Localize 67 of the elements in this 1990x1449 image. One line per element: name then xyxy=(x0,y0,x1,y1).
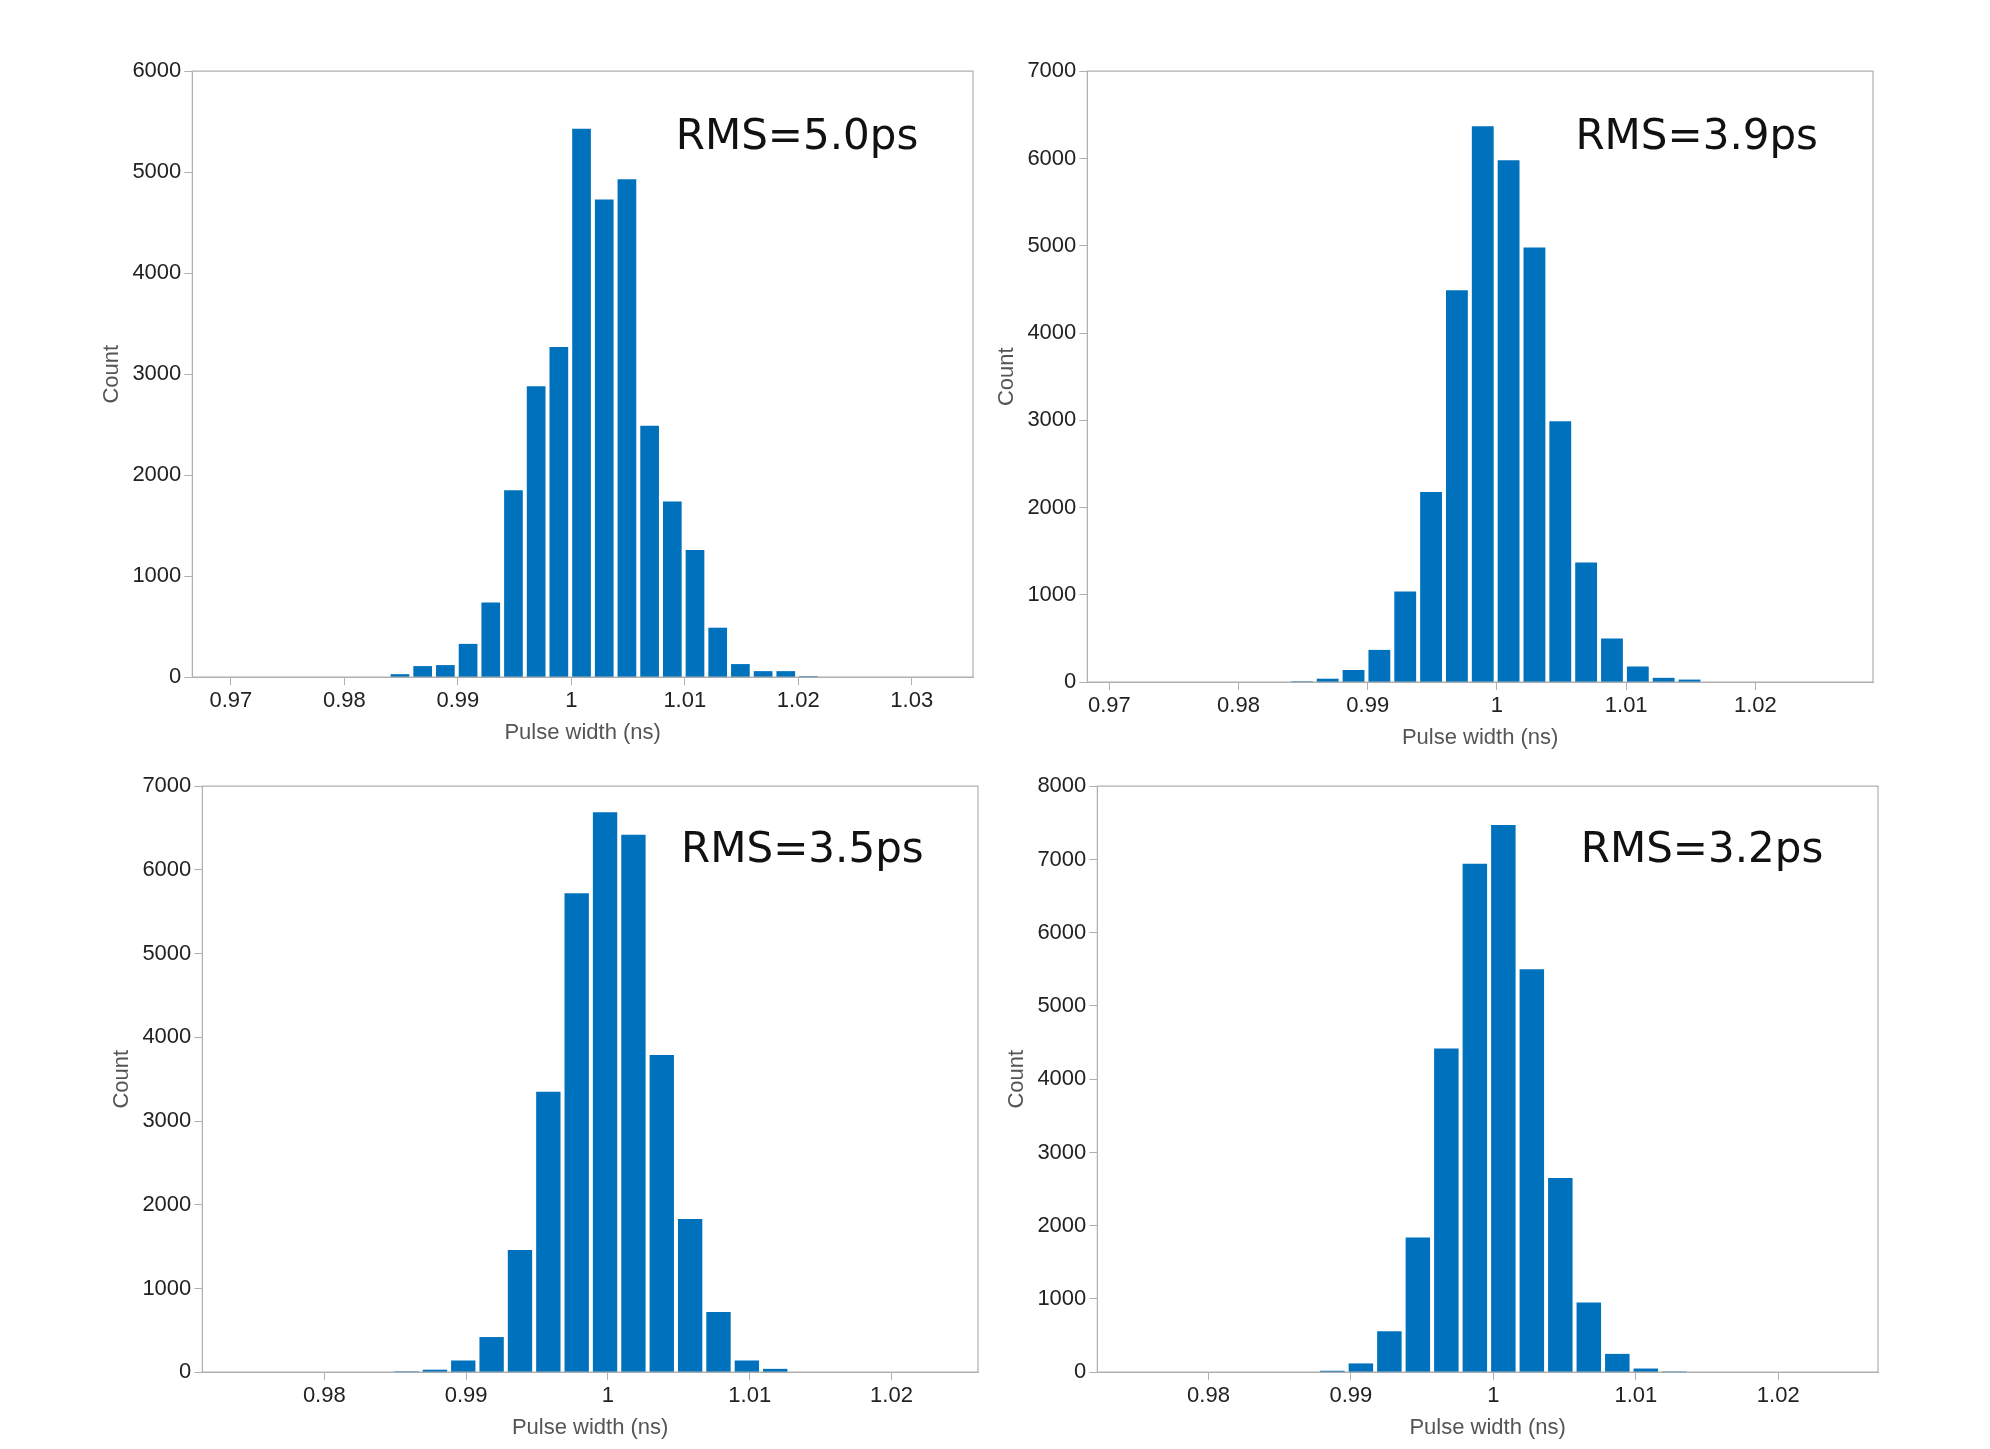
y-tick-label: 1000 xyxy=(132,562,182,588)
x-tick-label: 1 xyxy=(1487,1382,1500,1408)
y-tick-label: 0 xyxy=(1064,668,1077,694)
annotation: RMS=3.2ps xyxy=(1580,822,1824,872)
y-tick-label: 6000 xyxy=(1027,144,1077,170)
y-tick-label: 2000 xyxy=(1037,1211,1087,1237)
x-tick-label: 1.02 xyxy=(870,1382,913,1408)
y-tick-label: 1000 xyxy=(1037,1285,1087,1311)
x-tick-label: 0.99 xyxy=(1346,692,1390,718)
y-axis-title: Count xyxy=(108,1049,134,1109)
x-tick-label: 1.02 xyxy=(1734,692,1777,718)
x-tick-label: 1.01 xyxy=(1604,692,1648,718)
y-tick-label: 8000 xyxy=(1037,772,1087,798)
y-tick-label: 7000 xyxy=(1037,845,1087,871)
x-tick-label: 0.98 xyxy=(322,687,366,713)
y-tick-label: 4000 xyxy=(1027,319,1077,345)
x-tick-label: 1.01 xyxy=(1614,1382,1658,1408)
y-tick-label: 2000 xyxy=(1027,493,1077,519)
y-tick-label: 3000 xyxy=(1037,1138,1087,1164)
y-tick-label: 4000 xyxy=(142,1023,192,1049)
y-tick-label: 5000 xyxy=(1037,992,1087,1018)
x-tick-label: 0.98 xyxy=(1187,1382,1230,1408)
x-tick-label: 1.02 xyxy=(1756,1382,1800,1408)
x-tick-label: 0.99 xyxy=(1329,1382,1373,1408)
x-axis-title: Pulse width (ns) xyxy=(511,1413,669,1439)
annotation: RMS=3.5ps xyxy=(681,822,924,872)
x-tick-label: 0.99 xyxy=(436,687,480,713)
y-tick-label: 7000 xyxy=(1027,57,1077,83)
y-axis-title: Count xyxy=(993,347,1019,407)
y-tick-label: 0 xyxy=(169,663,182,689)
x-tick-label: 1 xyxy=(565,687,578,713)
y-axis-title: Count xyxy=(1003,1049,1029,1109)
y-tick-label: 5000 xyxy=(1027,231,1077,257)
y-tick-label: 4000 xyxy=(132,259,182,285)
annotation: RMS=3.9ps xyxy=(1575,110,1818,160)
x-tick-label: 0.99 xyxy=(444,1382,488,1408)
x-tick-label: 1 xyxy=(1490,692,1504,718)
x-tick-label: 0.97 xyxy=(209,687,253,713)
y-tick-label: 5000 xyxy=(132,158,182,184)
x-tick-label: 1.01 xyxy=(728,1382,772,1408)
y-tick-label: 6000 xyxy=(1037,918,1087,944)
y-tick-label: 0 xyxy=(179,1358,192,1384)
y-tick-label: 2000 xyxy=(142,1190,192,1216)
x-axis-title: Pulse width (ns) xyxy=(1401,723,1559,749)
y-tick-label: 2000 xyxy=(132,461,182,487)
x-tick-label: 0.98 xyxy=(1217,692,1260,718)
x-tick-label: 1 xyxy=(601,1382,615,1408)
annotation: RMS=5.0ps xyxy=(675,109,919,159)
y-tick-label: 1000 xyxy=(142,1274,192,1300)
x-tick-label: 0.98 xyxy=(302,1382,346,1408)
y-tick-label: 0 xyxy=(1074,1358,1087,1384)
x-axis-title: Pulse width (ns) xyxy=(1409,1413,1566,1439)
y-tick-label: 3000 xyxy=(142,1107,192,1133)
y-tick-label: 7000 xyxy=(142,772,192,798)
y-tick-label: 3000 xyxy=(1027,406,1077,432)
y-tick-label: 6000 xyxy=(142,855,192,881)
y-tick-label: 4000 xyxy=(1037,1065,1087,1091)
y-tick-label: 5000 xyxy=(142,939,192,965)
x-tick-label: 1.01 xyxy=(663,687,707,713)
y-tick-label: 6000 xyxy=(132,57,182,83)
y-tick-label: 3000 xyxy=(132,360,182,386)
x-tick-label: 1.02 xyxy=(776,687,820,713)
x-tick-label: 0.97 xyxy=(1087,692,1131,718)
y-axis-title: Count xyxy=(98,344,124,404)
x-tick-label: 1.03 xyxy=(890,687,934,713)
y-tick-label: 1000 xyxy=(1027,580,1077,606)
x-axis-title: Pulse width (ns) xyxy=(504,718,661,744)
